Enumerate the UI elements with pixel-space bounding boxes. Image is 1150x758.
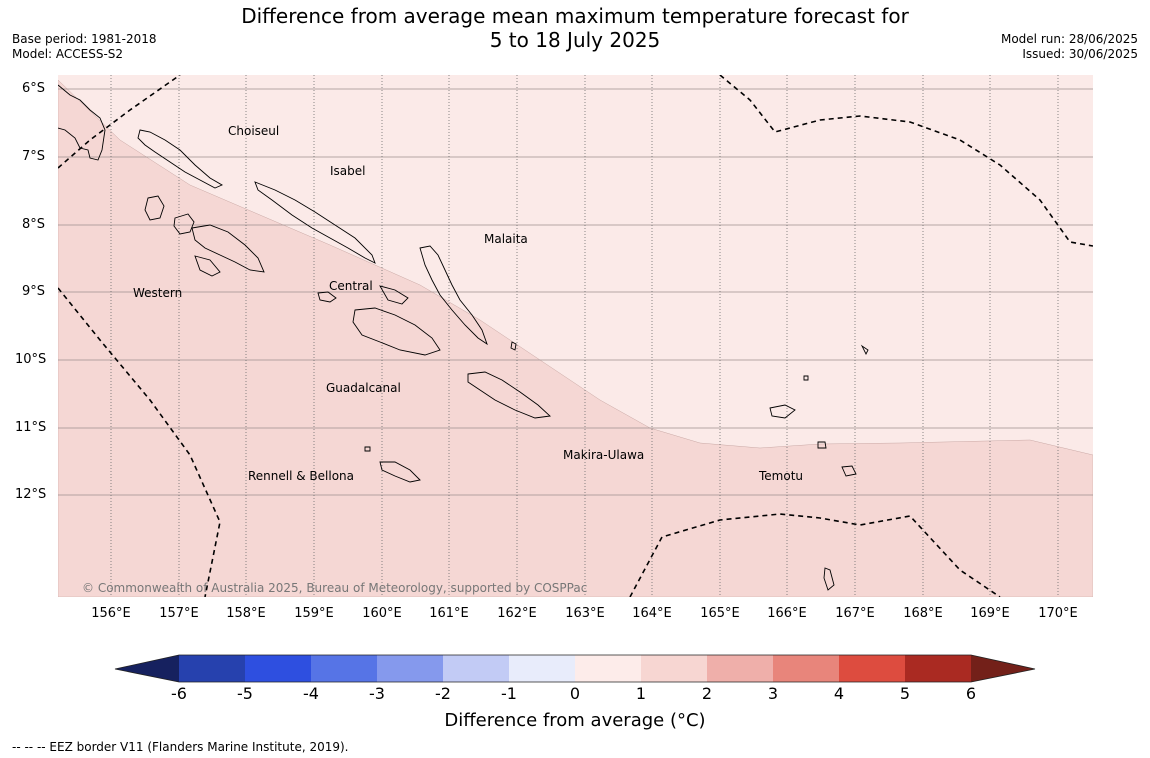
eez-borders: [58, 75, 1093, 597]
lon-label: 159°E: [294, 606, 334, 621]
eez-legend-note: -- -- -- EEZ border V11 (Flanders Marine…: [12, 740, 349, 754]
colorbar-band: [245, 655, 311, 682]
lon-label: 157°E: [159, 606, 199, 621]
colorbar-band: [773, 655, 839, 682]
lat-label: 10°S: [15, 352, 47, 367]
lon-label: 167°E: [835, 606, 875, 621]
colorbar-label: Difference from average (°C): [444, 710, 706, 731]
lon-label: 162°E: [497, 606, 537, 621]
colorbar-tick-label: -4: [303, 684, 319, 703]
colorbar-band: [509, 655, 575, 682]
region-label-temotu: Temotu: [759, 469, 804, 483]
lon-label: 166°E: [767, 606, 807, 621]
lat-label: 12°S: [15, 487, 47, 502]
colorbar-tick-label: -5: [237, 684, 253, 703]
region-label-rennell-bellona: Rennell & Bellona: [248, 469, 355, 483]
graticule-lon: [110, 75, 1059, 597]
lat-label: 9°S: [22, 284, 46, 299]
colorbar-extend-low: [115, 655, 179, 682]
colorbar-band: [707, 655, 773, 682]
region-label-malaita: Malaita: [484, 232, 528, 246]
model-name: Model: ACCESS-S2: [12, 47, 124, 61]
lon-label: 168°E: [903, 606, 943, 621]
copyright-notice: © Commonwealth of Australia 2025, Bureau…: [82, 581, 588, 595]
title-line-2: 5 to 18 July 2025: [489, 28, 661, 52]
colorbar: [114, 654, 1036, 683]
region-label-makira-ulawa: Makira-Ulawa: [563, 448, 645, 462]
lat-label: 11°S: [15, 420, 47, 435]
lat-label: 7°S: [22, 149, 46, 164]
lon-label: 160°E: [362, 606, 402, 621]
base-period: Base period: 1981-2018: [12, 32, 157, 46]
colorbar-tick-label: 0: [569, 684, 581, 703]
title-line-1: Difference from average mean maximum tem…: [241, 4, 909, 28]
region-label-western: Western: [133, 286, 183, 300]
model-run: Model run: 28/06/2025: [1000, 32, 1138, 46]
colorbar-tick-label: -3: [369, 684, 385, 703]
lon-label: 156°E: [91, 606, 131, 621]
lon-label: 161°E: [429, 606, 469, 621]
lon-label: 169°E: [970, 606, 1010, 621]
lon-label: 164°E: [632, 606, 672, 621]
colorbar-band: [641, 655, 707, 682]
region-label-isabel: Isabel: [330, 164, 366, 178]
coastlines: [58, 84, 869, 591]
colorbar-band: [377, 655, 443, 682]
issued-date: Issued: 30/06/2025: [1022, 47, 1138, 61]
lon-label: 158°E: [226, 606, 266, 621]
colorbar-tick-label: -2: [435, 684, 451, 703]
lat-label: 8°S: [22, 217, 46, 232]
colorbar-band: [311, 655, 377, 682]
meta-right: Model run: 28/06/2025 Issued: 30/06/2025: [1001, 32, 1138, 62]
lat-label: 6°S: [22, 81, 46, 96]
region-label-choiseul: Choiseul: [228, 124, 280, 138]
colorbar-band: [839, 655, 905, 682]
lon-label: 165°E: [700, 606, 740, 621]
colorbar-tick-label: 2: [701, 684, 713, 703]
colorbar-band: [443, 655, 509, 682]
colorbar-band: [575, 655, 641, 682]
colorbar-tick-label: 1: [635, 684, 647, 703]
graticule-lat: [58, 88, 1093, 496]
colorbar-band: [179, 655, 245, 682]
lon-label: 163°E: [565, 606, 605, 621]
meta-left: Base period: 1981-2018 Model: ACCESS-S2: [12, 32, 157, 62]
region-label-central: Central: [329, 279, 373, 293]
colorbar-extend-high: [971, 655, 1035, 682]
colorbar-tick-label: -1: [501, 684, 517, 703]
region-label-guadalcanal: Guadalcanal: [326, 381, 401, 395]
colorbar-tick-label: 5: [899, 684, 911, 703]
colorbar-tick-label: -6: [171, 684, 187, 703]
colorbar-tick-label: 6: [965, 684, 977, 703]
lon-label: 170°E: [1038, 606, 1078, 621]
colorbar-tick-label: 3: [767, 684, 779, 703]
map-area: [58, 75, 1093, 597]
colorbar-band: [905, 655, 971, 682]
map-title: Difference from average mean maximum tem…: [0, 4, 1150, 52]
colorbar-tick-label: 4: [833, 684, 845, 703]
